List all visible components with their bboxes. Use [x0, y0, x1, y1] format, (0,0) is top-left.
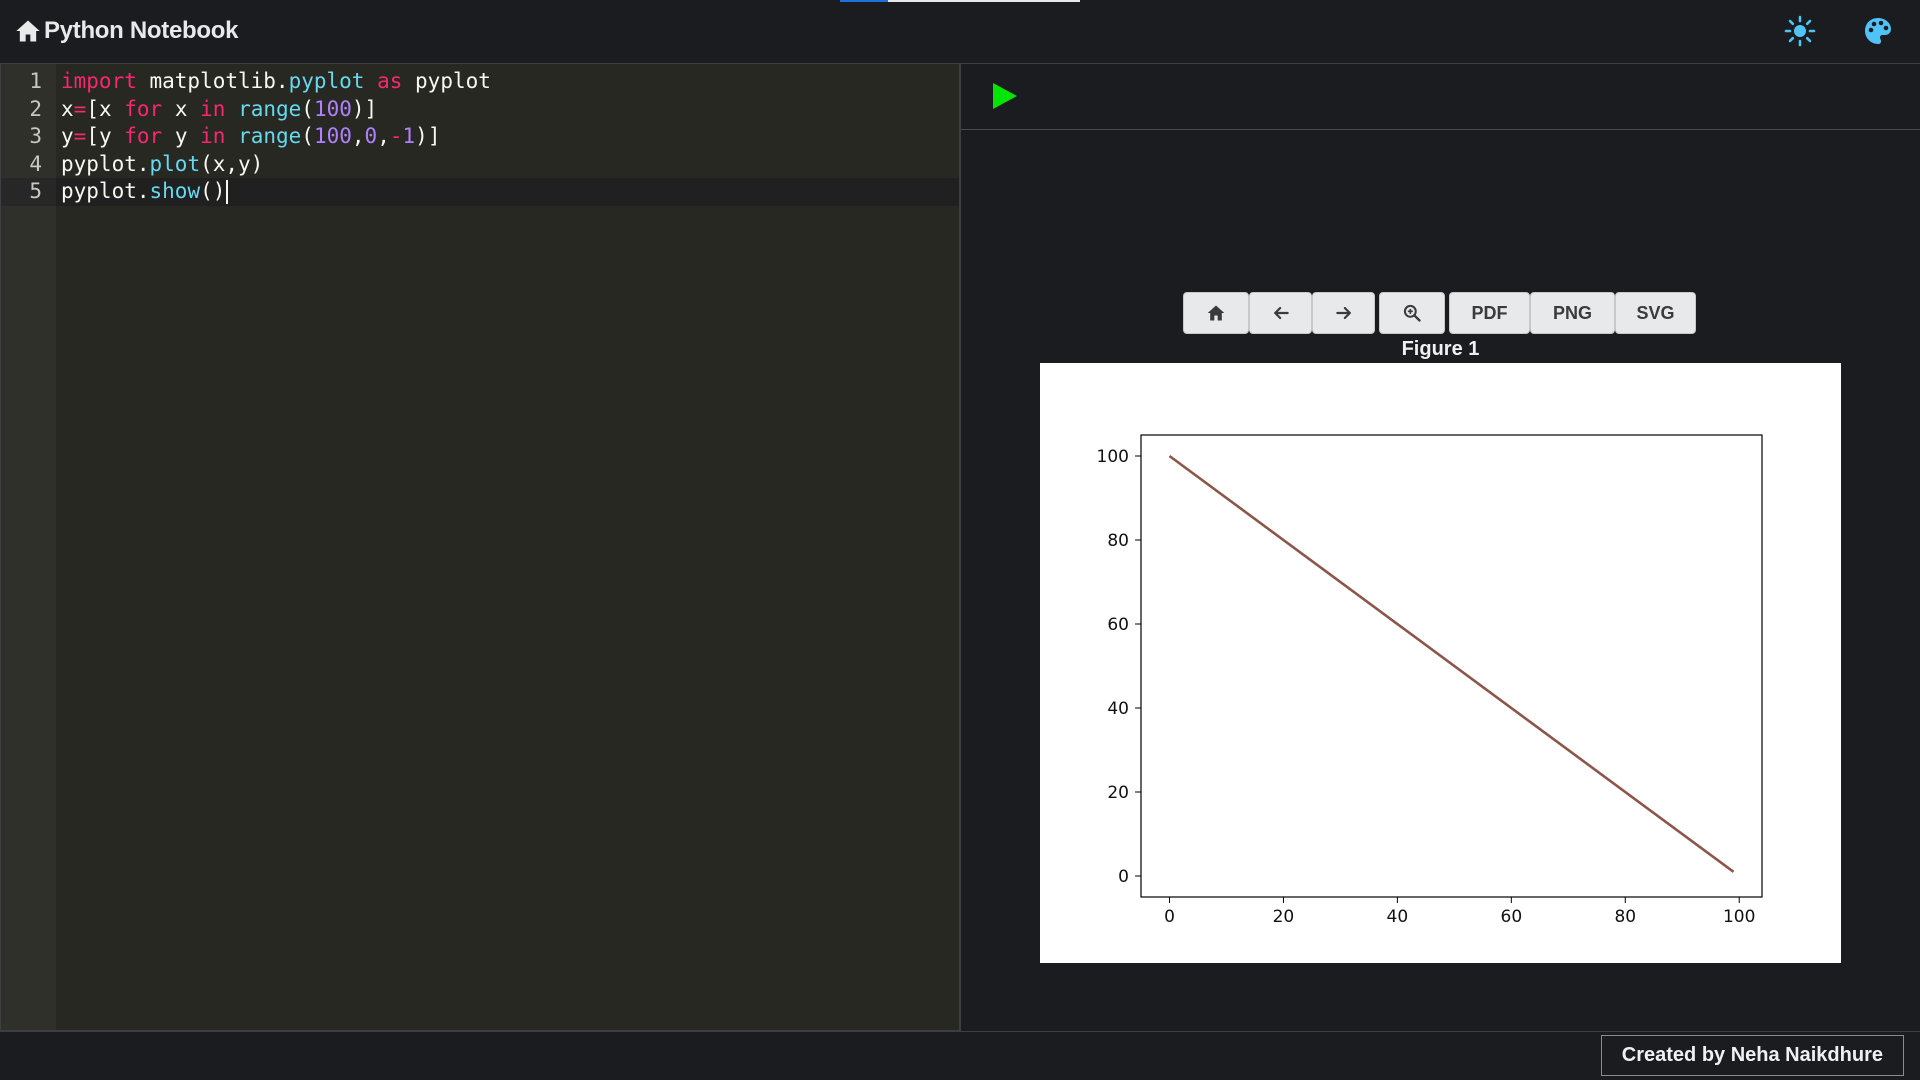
code-token: in [200, 124, 226, 148]
text-cursor [226, 180, 229, 204]
home-icon [16, 20, 40, 42]
home-link[interactable]: Python Notebook [14, 14, 238, 48]
png-export-button[interactable]: PNG [1530, 292, 1615, 334]
code-token: 100 [313, 124, 352, 148]
x-tick-label: 60 [1501, 907, 1523, 927]
y-tick-label: 100 [1097, 447, 1129, 467]
zoom-icon [1403, 304, 1421, 322]
figure-canvas[interactable]: 0 20 40 60 80 100 0 20 40 60 80 100 [1040, 363, 1841, 963]
back-button[interactable] [1249, 292, 1312, 334]
app-header: Python Notebook [0, 0, 1920, 62]
code-token: import [61, 69, 137, 93]
line-number: 2 [29, 96, 42, 121]
y-tick-label: 40 [1107, 699, 1129, 719]
app-title: Python Notebook [44, 17, 239, 44]
figure-toolbar: PDF PNG SVG [1183, 292, 1696, 334]
code-token: = [73, 96, 87, 121]
code-line-active[interactable]: 5 pyplot.show() [1, 178, 959, 206]
code-token: for [124, 96, 163, 121]
reset-view-button[interactable] [1183, 292, 1249, 334]
line-number: 1 [29, 69, 42, 93]
code-token: - [389, 124, 403, 148]
axes-frame [1140, 434, 1763, 898]
credit-label: Created by Neha Naikdhure [1600, 1035, 1904, 1076]
line-number-gutter [1, 64, 56, 1030]
code-text: pyplot.show() [61, 178, 229, 206]
line-number: 3 [29, 124, 42, 148]
zoom-button[interactable] [1379, 292, 1445, 334]
output-panel: PDF PNG SVG Figure 1 0 20 40 60 80 100 0 20 40 60… [960, 63, 1920, 1031]
y-tick-label: 0 [1118, 867, 1129, 887]
y-tick-label: 80 [1107, 531, 1129, 551]
code-line[interactable]: 4 pyplot.plot(x,y) [1, 151, 959, 179]
tab-indicator-active [840, 0, 888, 2]
code-token: 100 [313, 96, 352, 121]
code-token: plot [149, 151, 201, 176]
figure-title: Figure 1 [1401, 338, 1480, 360]
code-token: 1 [402, 124, 416, 148]
x-tick-label: 0 [1164, 907, 1175, 927]
code-text: y=[y for y in range(100,0,-1)] [61, 124, 441, 148]
run-button[interactable] [991, 81, 1019, 111]
x-tick-label: 100 [1723, 907, 1755, 927]
y-tick-label: 60 [1107, 615, 1129, 635]
sun-icon[interactable] [1783, 14, 1817, 48]
y-tick-label: 20 [1107, 783, 1129, 803]
run-bar [961, 64, 1920, 130]
code-token: as [377, 69, 403, 93]
x-tick-label: 20 [1273, 907, 1295, 927]
arrow-right-icon [1335, 306, 1351, 320]
code-line[interactable]: 3 y=[y for y in range(100,0,-1)] [1, 123, 959, 151]
arrow-left-icon [1273, 306, 1289, 320]
tab-indicator [840, 0, 1080, 2]
home-icon [1207, 305, 1225, 321]
app-footer: Created by Neha Naikdhure [0, 1031, 1920, 1080]
play-icon [993, 83, 1017, 109]
code-token: in [200, 96, 226, 121]
line-number: 4 [29, 151, 42, 176]
code-token: = [73, 124, 87, 148]
code-token: for [124, 124, 163, 148]
code-lines[interactable]: 1 import matplotlib.pyplot as pyplot 2 x… [1, 68, 959, 206]
code-token: pyplot [288, 69, 365, 93]
line-chart: 0 20 40 60 80 100 0 20 40 60 80 100 [1097, 434, 1763, 927]
pdf-export-button[interactable]: PDF [1449, 292, 1530, 334]
code-text: import matplotlib.pyplot as pyplot [61, 69, 491, 93]
svg-export-button[interactable]: SVG [1615, 292, 1696, 334]
code-token: range [238, 124, 302, 148]
code-text: x=[x for x in range(100)] [61, 96, 378, 121]
code-line[interactable]: 1 import matplotlib.pyplot as pyplot [1, 68, 959, 96]
line-number: 5 [1, 178, 56, 206]
code-token: range [238, 96, 302, 121]
code-token: 0 [364, 124, 378, 148]
forward-button[interactable] [1312, 292, 1375, 334]
palette-icon[interactable] [1861, 14, 1895, 48]
x-tick-label: 80 [1614, 907, 1636, 927]
code-editor[interactable]: 1 import matplotlib.pyplot as pyplot 2 x… [0, 63, 960, 1031]
code-text: pyplot.plot(x,y) [61, 151, 264, 176]
x-tick-label: 40 [1387, 907, 1409, 927]
code-line[interactable]: 2 x=[x for x in range(100)] [1, 96, 959, 124]
series-line [1168, 454, 1735, 873]
code-token: show [149, 179, 201, 203]
